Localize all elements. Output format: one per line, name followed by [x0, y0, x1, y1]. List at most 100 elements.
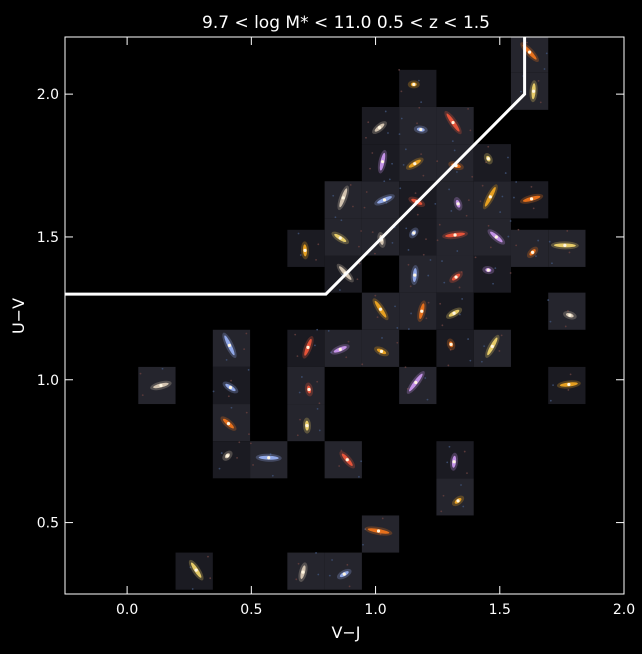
stamp-noise: [549, 399, 552, 402]
stamp-noise: [345, 356, 348, 359]
plot-frame: [64, 36, 625, 595]
stamp-noise: [459, 313, 461, 316]
galaxy-core: [530, 250, 535, 254]
stamp-background: [287, 366, 325, 405]
stamp-noise: [551, 262, 553, 265]
galaxy-core: [380, 160, 385, 164]
stamp-noise: [426, 398, 429, 401]
stamp-noise: [566, 230, 569, 232]
stamp-noise: [360, 230, 363, 232]
stamp-noise: [365, 191, 368, 193]
stamp-noise: [298, 391, 301, 394]
stamp-noise: [207, 555, 209, 558]
stamp-noise: [400, 90, 403, 93]
stamp-noise: [463, 450, 466, 453]
galaxy-stamp: [324, 552, 362, 590]
galaxy-core: [568, 313, 572, 317]
galaxy-stamp: [399, 292, 437, 330]
stamp-noise: [545, 52, 548, 55]
galaxy-stamp: [361, 180, 400, 219]
galaxy-stamp: [436, 218, 474, 256]
galaxy-stamp: [212, 404, 251, 442]
galaxy-stamp: [287, 229, 325, 267]
stamp-noise: [245, 411, 248, 414]
stamp-noise: [460, 484, 462, 486]
galaxy-stamp: [398, 68, 437, 107]
stamp-noise: [218, 467, 221, 470]
stamp-noise: [341, 273, 344, 276]
x-axis-label: V−J: [331, 623, 360, 642]
stamp-noise: [248, 433, 250, 436]
galaxy-core: [342, 572, 346, 576]
stamp-noise: [567, 389, 570, 391]
stamp-background: [399, 255, 437, 293]
stamp-noise: [427, 301, 430, 304]
stamp-noise: [362, 543, 364, 546]
stamp-noise: [358, 475, 360, 478]
galaxy-core: [453, 233, 457, 237]
galaxy-core: [454, 275, 458, 279]
stamp-noise: [296, 434, 299, 437]
stamp-noise: [363, 206, 366, 209]
stamp-noise: [460, 270, 463, 273]
galaxy-stamp: [399, 144, 437, 182]
galaxy-stamp: [324, 329, 362, 367]
stamp-noise: [436, 239, 439, 242]
galaxy-stamp: [399, 218, 437, 256]
boundary-layer: [65, 37, 527, 296]
galaxy-stamp: [212, 366, 251, 405]
stamp-noise: [406, 387, 409, 390]
stamp-noise: [349, 184, 352, 186]
galaxy-core: [307, 387, 311, 392]
stamp-noise: [451, 140, 454, 143]
galaxy-core: [341, 196, 345, 200]
stamp-noise: [535, 255, 537, 258]
stamp-noise: [517, 228, 520, 231]
galaxy-stamp: [436, 292, 474, 330]
stamp-noise: [467, 338, 470, 340]
stamp-noise: [379, 533, 382, 535]
galaxy-core: [486, 157, 490, 161]
stamp-noise: [399, 187, 402, 190]
stamp-noise: [537, 79, 540, 82]
galaxy-core: [305, 424, 309, 428]
galaxy-core: [303, 248, 307, 252]
stamp-noise: [530, 185, 533, 188]
stamp-noise: [339, 289, 341, 291]
stamp-noise: [398, 133, 401, 135]
galaxy-core: [449, 342, 453, 346]
x-tick-label: 1.5: [489, 602, 511, 618]
stamp-noise: [364, 528, 367, 531]
stamp-noise: [316, 407, 319, 410]
stamp-noise: [315, 552, 317, 554]
stamp-noise: [515, 244, 518, 247]
stamp-noise: [356, 278, 359, 281]
stamp-noise: [404, 366, 407, 369]
stamp-noise: [407, 249, 410, 251]
galaxy-core: [338, 347, 342, 351]
stamp-background: [361, 329, 400, 367]
galaxy-stamp: [361, 144, 400, 182]
stamp-noise: [487, 224, 490, 227]
stamp-noise: [299, 418, 301, 421]
x-axis: 0.0 0.5 1.0 1.5 2.0: [116, 37, 635, 618]
galaxy-core: [194, 568, 198, 572]
stamp-background: [212, 441, 251, 479]
stamp-background: [510, 229, 549, 267]
x-tick-label: 2.0: [613, 602, 635, 618]
galaxy-stamp: [510, 228, 549, 267]
galaxy-stamp: [548, 366, 586, 405]
stamp-noise: [346, 563, 349, 566]
y-tick-label: 1.0: [37, 373, 59, 389]
stamp-noise: [384, 110, 387, 113]
stamp-noise: [414, 192, 417, 195]
stamp-noise: [543, 68, 546, 70]
stamp-background: [324, 552, 362, 590]
stamp-noise: [456, 171, 458, 173]
stamp-noise: [466, 472, 468, 475]
galaxy-core: [267, 456, 271, 460]
stamp-noise: [552, 384, 554, 387]
stamp-noise: [469, 129, 472, 132]
galaxy-stamp: [436, 181, 474, 219]
